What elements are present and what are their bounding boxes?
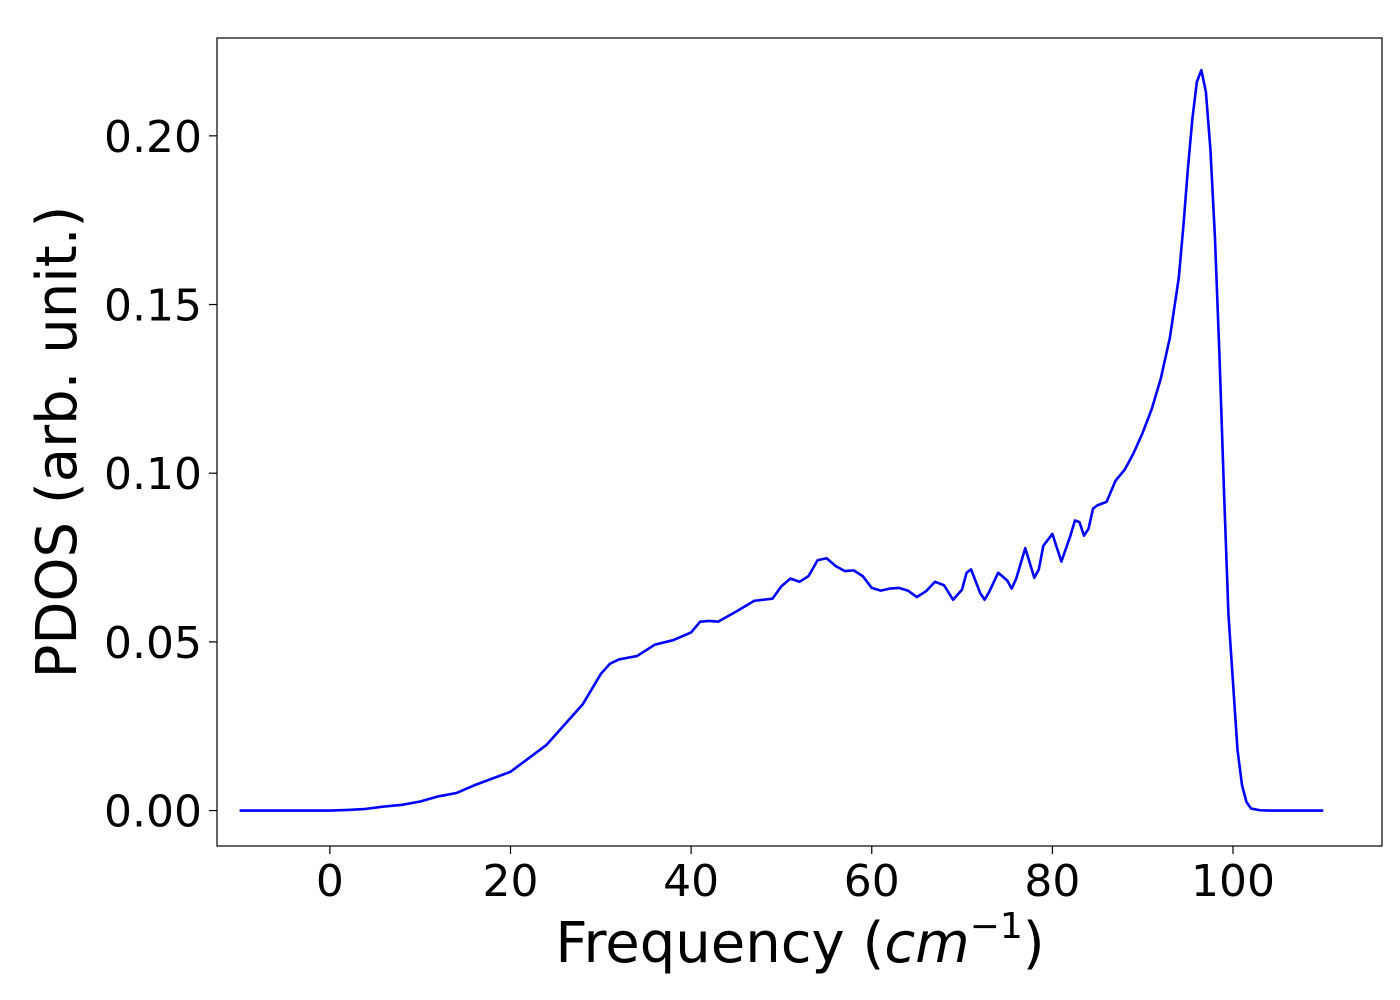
x-tick-label: 0 xyxy=(316,856,344,907)
y-tick-label: 0.00 xyxy=(104,787,202,838)
y-axis-ticks: 0.00 0.05 0.10 0.15 0.20 xyxy=(104,112,217,838)
plot-area xyxy=(239,68,1324,812)
x-axis-ticks: 0 20 40 60 80 100 xyxy=(316,846,1275,907)
y-tick-label: 0.15 xyxy=(104,281,202,332)
x-tick-label: 100 xyxy=(1191,856,1275,907)
x-tick-label: 20 xyxy=(483,856,539,907)
y-tick-label: 0.20 xyxy=(104,112,202,163)
x-tick-label: 40 xyxy=(663,856,719,907)
y-axis-title: PDOS (arb. unit.) xyxy=(25,206,90,679)
x-tick-label: 80 xyxy=(1024,856,1080,907)
y-tick-label: 0.05 xyxy=(104,618,202,669)
x-axis-title: Frequency (cm−1) xyxy=(555,906,1044,976)
axes-frame xyxy=(216,37,1383,847)
y-tick-label: 0.10 xyxy=(104,449,202,500)
x-tick-label: 60 xyxy=(844,856,900,907)
series-line-0 xyxy=(239,68,1324,812)
